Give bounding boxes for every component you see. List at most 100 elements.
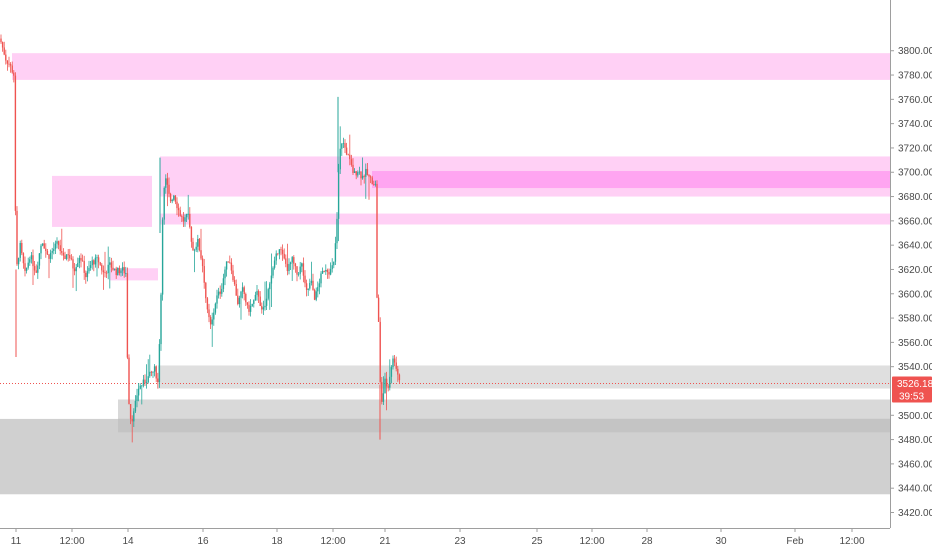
candle-body: [201, 258, 204, 267]
candle-body: [240, 291, 242, 298]
candle-body: [70, 258, 73, 260]
candle-body: [86, 271, 89, 278]
candle-body: [169, 193, 172, 202]
candle-body: [51, 250, 53, 253]
zone-rect-4: [160, 213, 890, 225]
candle-body: [174, 195, 177, 202]
candle-body: [19, 243, 21, 258]
candle-body: [208, 309, 210, 318]
candle-body: [30, 255, 33, 260]
candle-body: [342, 143, 345, 145]
candle-body: [115, 268, 117, 276]
time-tick-label: 21: [379, 536, 391, 547]
candle-body: [233, 280, 236, 285]
candle-body: [1, 42, 4, 48]
candle-body: [163, 187, 165, 220]
price-tick-label: 3620.00: [898, 265, 932, 276]
candle-body: [73, 268, 76, 272]
price-axis[interactable]: 3800.00 3780.00 3760.00 3740.00 3720.00 3700.…: [890, 46, 932, 519]
candle-body: [289, 262, 292, 265]
candle-body: [374, 183, 377, 185]
time-tick-label: Feb: [786, 536, 804, 547]
candle-body: [363, 175, 365, 177]
candle-body: [137, 388, 140, 396]
candle-body: [381, 382, 383, 402]
candle-body: [257, 291, 260, 297]
candle-body: [251, 303, 253, 306]
time-tick-label: 11: [11, 536, 22, 547]
candle-body: [93, 260, 95, 265]
time-axis[interactable]: 11 12:00 14 16 18 12:00 21 23 25 12:00 28 30 Feb 12:0…: [11, 528, 865, 547]
candle-body: [64, 255, 66, 260]
candle-body: [152, 371, 154, 373]
candle-body: [80, 257, 82, 261]
candle-body: [61, 251, 63, 253]
candle-body: [177, 208, 180, 211]
candle-body: [211, 319, 213, 325]
price-tick-label: 3660.00: [898, 216, 932, 227]
plot-area[interactable]: [0, 34, 890, 495]
candle-body: [72, 259, 74, 269]
zone-rect-1: [52, 175, 152, 227]
candle-body: [155, 366, 157, 379]
candle-body: [113, 268, 116, 270]
candle-body: [109, 262, 111, 265]
candle-body: [353, 171, 356, 173]
candle-body: [281, 249, 284, 254]
candle-body: [280, 249, 282, 251]
time-tick-label: 30: [715, 536, 727, 547]
price-tick-label: 3680.00: [898, 192, 932, 203]
time-tick-label: 12:00: [839, 536, 864, 547]
candle-body: [294, 263, 297, 267]
candle-body: [187, 213, 189, 215]
candle-body: [3, 47, 5, 55]
candle-body: [323, 270, 325, 272]
candle-body: [259, 296, 261, 306]
candle-body: [302, 263, 305, 276]
candle-body: [49, 252, 52, 259]
candle-body: [161, 219, 164, 295]
last-price-label: 3526.18: [897, 379, 932, 390]
candle-body: [371, 177, 373, 185]
candle-body: [361, 175, 364, 179]
candle-body: [339, 148, 341, 170]
candle-body: [185, 213, 188, 218]
candle-body: [222, 278, 225, 289]
candle-body: [16, 210, 18, 265]
zone-rect-3: [372, 171, 890, 189]
candle-body: [256, 291, 258, 295]
candle-body: [379, 321, 381, 383]
candle-body: [376, 183, 378, 298]
candle-body: [184, 217, 186, 222]
candle-body: [341, 143, 343, 149]
candle-body: [96, 257, 98, 259]
candle-body: [25, 267, 28, 271]
candle-body: [301, 263, 303, 267]
candle-body: [286, 263, 289, 272]
candle-body: [358, 171, 361, 173]
price-tick-label: 3500.00: [898, 411, 932, 422]
candle-body: [173, 195, 175, 200]
zone-rect-9: [0, 418, 890, 495]
candle-body: [365, 168, 367, 177]
candle-body: [309, 283, 311, 289]
candle-body: [318, 283, 321, 288]
candle-body: [384, 378, 386, 394]
candle-body: [78, 257, 81, 263]
price-tick-label: 3560.00: [898, 338, 932, 349]
candle-body: [333, 261, 335, 266]
candle-body: [345, 147, 348, 155]
candle-body: [352, 164, 354, 173]
candle-body: [81, 260, 84, 262]
candle-body: [165, 178, 167, 188]
zone-rect-6: [158, 365, 890, 389]
candle-body: [139, 385, 141, 389]
candle-body: [24, 263, 26, 271]
countdown-label: 39:53: [899, 391, 924, 402]
candle-body: [21, 243, 23, 254]
price-tick-label: 3420.00: [898, 508, 932, 519]
candle-body: [88, 267, 90, 272]
